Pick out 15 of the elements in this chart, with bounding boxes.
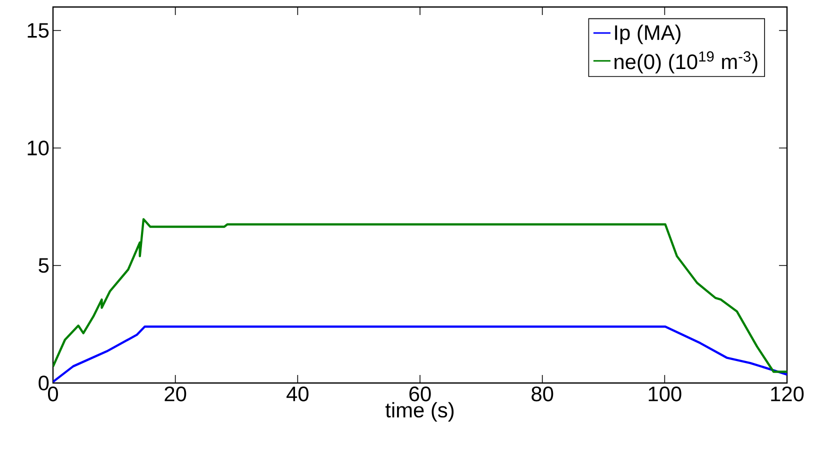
- legend-label: ne(0) (10$^{19}$ m$^{-3}$): [614, 51, 758, 74]
- y-tick-label: 5: [38, 258, 49, 273]
- y-tick-label: 0: [38, 376, 49, 390]
- x-tick-label: 60: [409, 386, 431, 402]
- x-axis-title: time (s): [385, 402, 454, 422]
- x-tick-label: 120: [771, 386, 804, 402]
- y-tick-label: 15: [28, 23, 49, 38]
- y-tick-label: 10: [28, 140, 49, 156]
- legend-label: Ip (MA): [615, 24, 680, 44]
- x-tick-label: 80: [532, 386, 554, 402]
- x-tick-label: 100: [648, 386, 682, 402]
- x-tick-label: 40: [286, 386, 308, 402]
- line-series: [53, 218, 788, 373]
- x-tick-label: 20: [164, 386, 186, 402]
- line-series: [53, 326, 788, 383]
